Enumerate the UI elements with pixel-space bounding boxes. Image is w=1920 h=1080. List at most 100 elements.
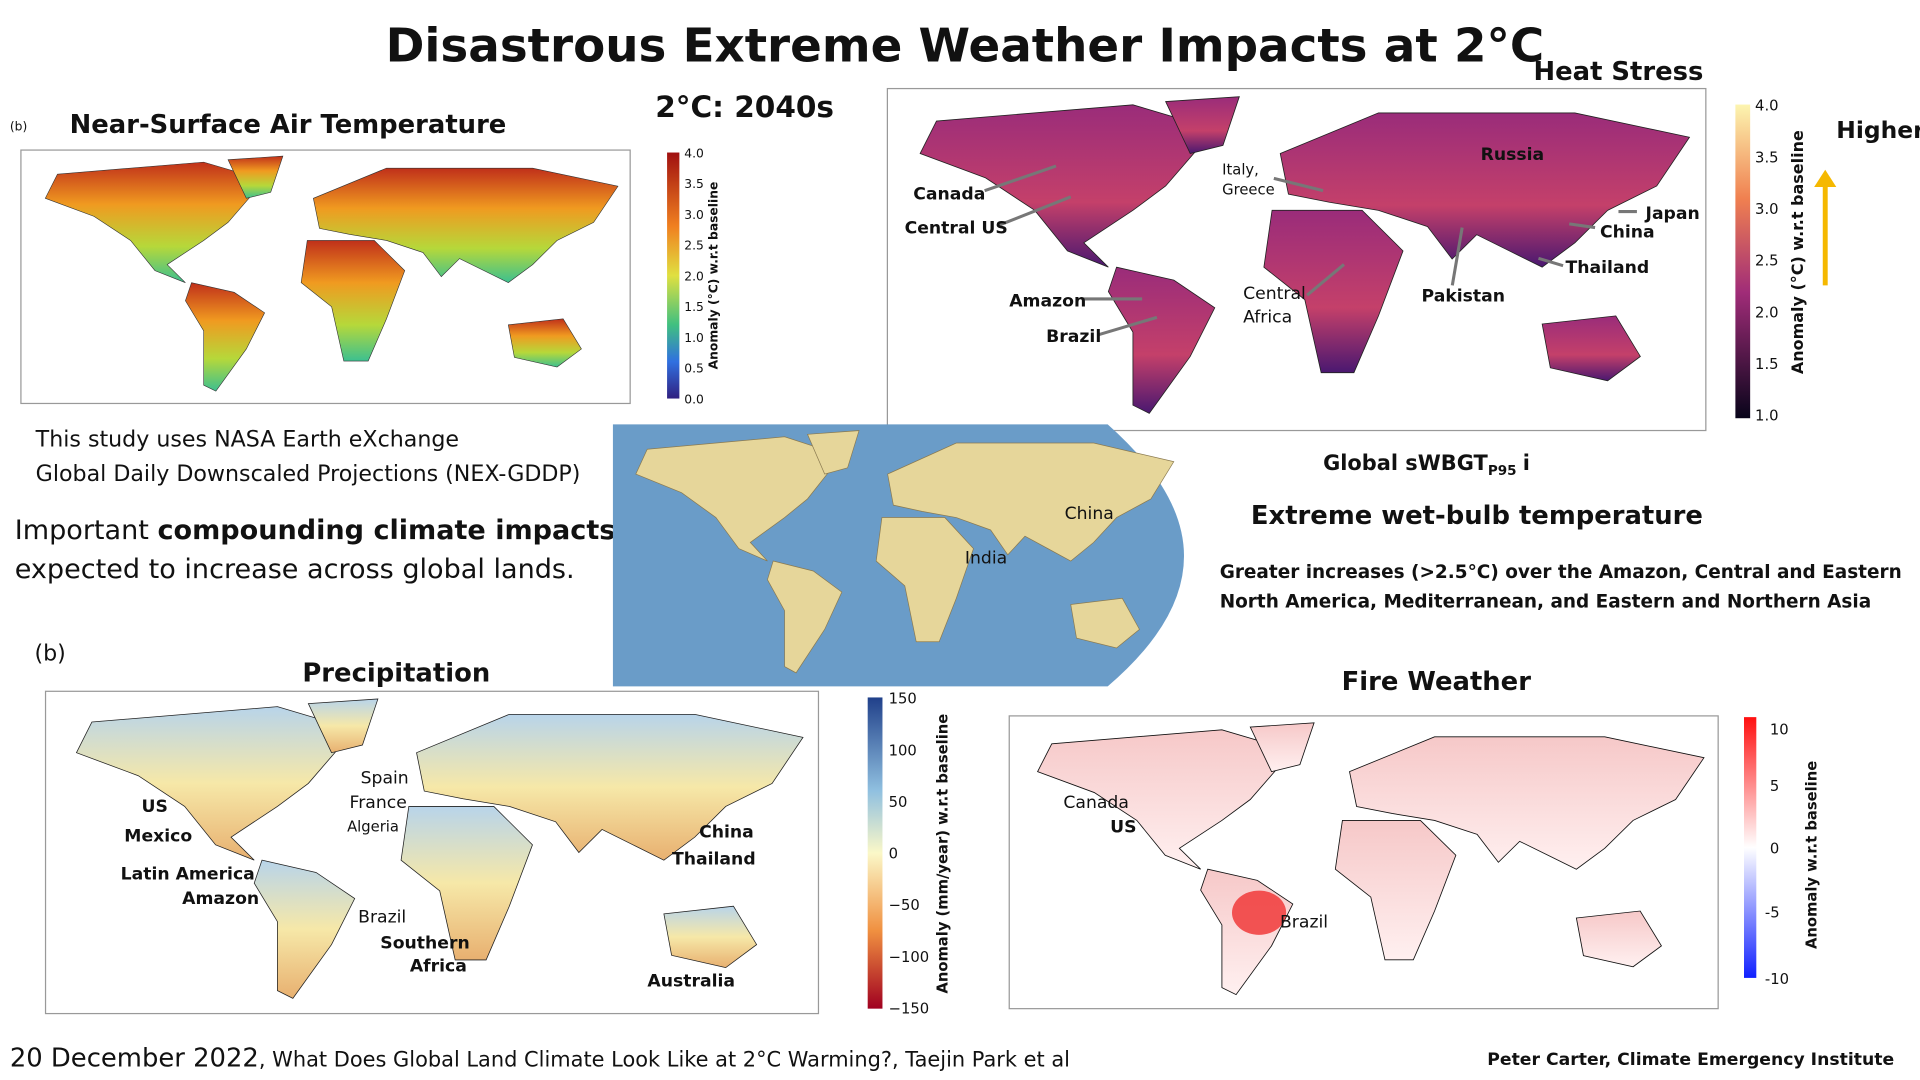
note: Greater increases (>2.5°C) over the Amaz… xyxy=(1220,562,1902,583)
tick: 50 xyxy=(889,794,908,811)
arrows xyxy=(984,164,1637,337)
tick: 0.5 xyxy=(684,362,704,376)
region-label: Brazil xyxy=(1046,327,1101,347)
metric-sub: P95 xyxy=(1488,463,1517,479)
intro-line: This study uses NASA Earth eXchange xyxy=(35,427,459,453)
region-label: Amazon xyxy=(182,889,259,909)
ticks: 4.0 3.5 3.0 2.5 2.0 1.5 1.0 xyxy=(1755,98,1778,425)
tick: 100 xyxy=(889,742,917,759)
tick: 5 xyxy=(1770,778,1779,795)
region-label: Russia xyxy=(1481,145,1545,165)
impact-bold: compounding climate impacts xyxy=(157,515,615,546)
tick: −100 xyxy=(889,949,930,966)
region-label: Brazil xyxy=(358,908,406,928)
region-label: Greece xyxy=(1222,181,1275,198)
region-label: Southern xyxy=(380,933,469,953)
tick: 0.0 xyxy=(684,392,704,406)
region-labels: Canada US Brazil xyxy=(1063,793,1328,932)
intro-line: Global Daily Downscaled Projections (NEX… xyxy=(36,461,581,487)
region-label: Australia xyxy=(647,972,735,992)
region-labels: US Mexico Latin America Amazon Spain Fra… xyxy=(121,769,756,992)
colorbar-label: Anomaly (°C) w.r.t baseline xyxy=(707,182,721,370)
impact: Important compounding climate impacts ar… xyxy=(15,515,668,546)
region-label: Amazon xyxy=(1009,291,1086,311)
region-label: Italy, xyxy=(1222,162,1259,179)
footer-citation: , What Does Global Land Climate Look Lik… xyxy=(259,1047,1070,1071)
tick: 1.0 xyxy=(1755,408,1778,425)
ticks: 4.0 3.5 3.0 2.5 2.0 1.5 1.0 0.5 0.0 xyxy=(684,146,704,406)
region-label: China xyxy=(699,823,754,843)
tick: 1.5 xyxy=(684,300,704,314)
slide-title: Disastrous Extreme Weather Impacts at 2°… xyxy=(386,20,1545,74)
tick: 3.5 xyxy=(1755,149,1778,166)
tick: 2.5 xyxy=(684,239,704,253)
region-label: France xyxy=(350,793,407,813)
region-label: Central xyxy=(1243,284,1306,304)
panel-title: Fire Weather xyxy=(1342,667,1532,697)
ticks: 150 100 50 0 −50 −100 −150 xyxy=(889,691,930,1018)
tick: -10 xyxy=(1765,971,1789,988)
region-label: US xyxy=(142,797,168,817)
tick: −150 xyxy=(889,1001,930,1018)
tick: 0 xyxy=(1770,841,1779,858)
region-label: Thailand xyxy=(672,850,756,870)
tick: 4.0 xyxy=(1755,98,1778,115)
arrow-head xyxy=(1814,169,1837,187)
region-label: Pakistan xyxy=(1422,286,1506,306)
tick: 3.5 xyxy=(684,177,704,191)
note: North America, Mediterranean, and Easter… xyxy=(1220,592,1871,613)
region-label: Spain xyxy=(361,769,409,789)
colorbar-label: Anomaly (mm/year) w.r.t baseline xyxy=(935,714,952,994)
tick: 3.0 xyxy=(684,208,704,222)
map-label: India xyxy=(965,548,1007,568)
colorbar xyxy=(1744,717,1757,978)
colorbar-label: Anomaly (°C) w.r.t baseline xyxy=(1788,130,1807,374)
colorbar-label: Anomaly w.r.t baseline xyxy=(1804,761,1821,949)
footer: 20 December 2022, What Does Global Land … xyxy=(10,1043,1070,1073)
tick: -5 xyxy=(1765,905,1780,922)
region-label: Brazil xyxy=(1280,912,1328,932)
heat-subtitle: Extreme wet-bulb temperature xyxy=(1251,501,1703,531)
region-label: China xyxy=(1600,222,1655,242)
region-label: Mexico xyxy=(124,826,192,846)
tick: 2.0 xyxy=(1755,304,1778,321)
region-label: Japan xyxy=(1645,204,1700,224)
tick: 1.0 xyxy=(684,331,704,345)
panel-title: Near-Surface Air Temperature xyxy=(70,110,507,140)
ticks: 10 5 0 -5 -10 xyxy=(1765,721,1789,988)
panel-tag: (b) xyxy=(10,119,27,133)
metric-text: Global sWBGT xyxy=(1323,451,1488,475)
tick: 0 xyxy=(889,846,898,863)
higher-label: Higher xyxy=(1836,116,1920,144)
region-labels: Canada Central US Amazon Brazil Italy, G… xyxy=(905,145,1700,347)
tick: 4.0 xyxy=(684,146,704,160)
region-label: Algeria xyxy=(347,819,399,836)
footer-credit: Peter Carter, Climate Emergency Institut… xyxy=(1487,1050,1894,1070)
tick: 2.0 xyxy=(684,269,704,283)
region-label: Africa xyxy=(1243,307,1292,327)
footer-date: 20 December 2022 xyxy=(10,1043,259,1073)
panel-tag: (b) xyxy=(34,641,65,667)
tick: 3.0 xyxy=(1755,201,1778,218)
region-label: Canada xyxy=(1063,793,1129,813)
tick: 1.5 xyxy=(1755,356,1778,373)
impact: expected to increase across global lands… xyxy=(15,554,575,585)
colorbar xyxy=(667,152,680,399)
metric: Global sWBGTP95 i xyxy=(1323,451,1530,479)
region-label: Canada xyxy=(913,184,985,204)
panel-title: Heat Stress xyxy=(1534,57,1704,87)
impact-a: Important xyxy=(15,515,158,546)
hotspot xyxy=(1232,890,1287,935)
metric-suffix: i xyxy=(1523,451,1530,475)
colorbar xyxy=(1735,104,1751,419)
map-label: China xyxy=(1065,504,1114,524)
region-label: Latin America xyxy=(121,865,255,885)
subtitle: 2°C: 2040s xyxy=(655,90,834,124)
region-label: Africa xyxy=(410,957,467,977)
tick: 2.5 xyxy=(1755,253,1778,270)
colorbar xyxy=(867,697,883,1009)
region-label: Thailand xyxy=(1566,258,1650,278)
tick: 150 xyxy=(889,691,917,708)
